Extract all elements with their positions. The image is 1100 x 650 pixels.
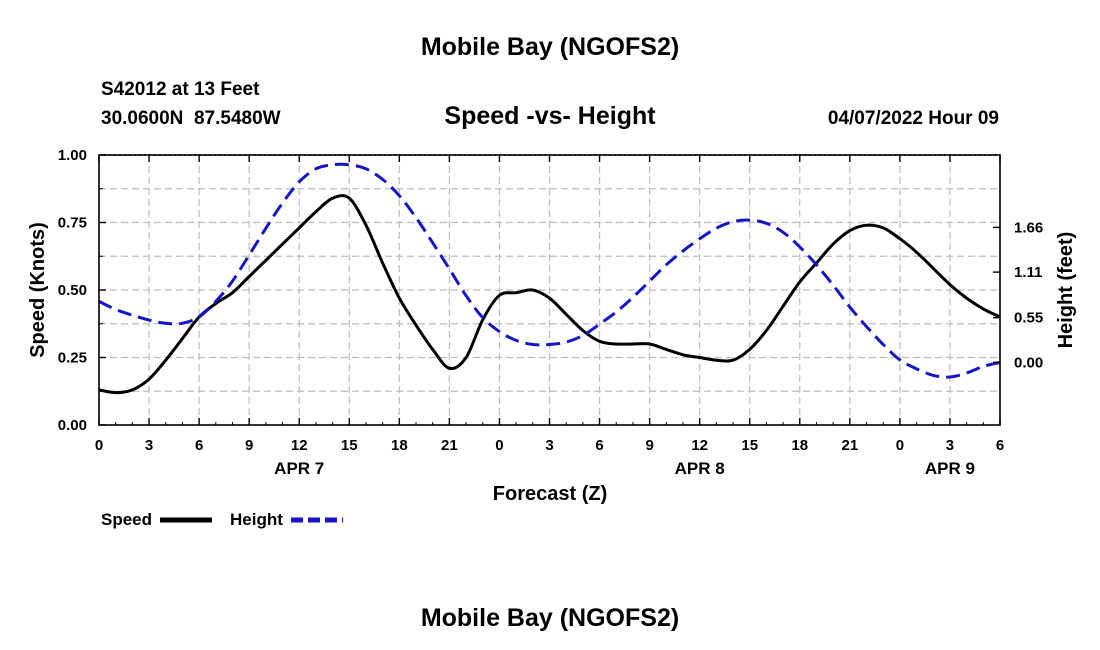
x-tick-label: 6 — [595, 437, 603, 454]
axes: 0 3 6 9 12 15 18 21 0 3 6 9 12 15 18 21 0 3 6 0.00 0.25 0.50 0… — [58, 147, 1043, 478]
series-lines — [98, 162, 1001, 395]
y2-tick-label: 1.11 — [1014, 264, 1042, 281]
x-tick-label: 0 — [495, 437, 503, 454]
date-label: APR 7 — [274, 459, 324, 478]
y2-tick-label: 0.00 — [1014, 354, 1043, 371]
x-tick-label: 12 — [291, 437, 308, 454]
y2-tick-label: 0.55 — [1014, 310, 1043, 327]
x-tick-label: 3 — [145, 437, 153, 454]
y-tick-label: 0.75 — [58, 215, 87, 232]
y-axis-label: Speed (Knots) — [27, 222, 49, 358]
x-tick-label: 3 — [946, 437, 954, 454]
x-tick-label: 12 — [691, 437, 708, 454]
y2-axis-label: Height (feet) — [1055, 232, 1077, 349]
y2-tick-label: 1.66 — [1014, 219, 1043, 236]
station-label: S42012 at 13 Feet — [101, 79, 260, 100]
height-series-line — [98, 162, 1001, 379]
x-tick-label: 21 — [441, 437, 458, 454]
x-tick-label: 6 — [996, 437, 1004, 454]
x-tick-label: 6 — [195, 437, 203, 454]
y-tick-label: 1.00 — [58, 147, 87, 164]
x-tick-label: 15 — [741, 437, 758, 454]
x-tick-label: 18 — [791, 437, 808, 454]
x-tick-label: 3 — [545, 437, 553, 454]
date-label: APR 8 — [675, 459, 725, 478]
legend-speed-label: Speed — [101, 510, 152, 529]
chart-subtitle: Speed -vs- Height — [444, 102, 656, 130]
x-tick-label: 9 — [245, 437, 253, 454]
legend-height-label: Height — [230, 510, 283, 529]
timestamp-label: 04/07/2022 Hour 09 — [828, 108, 999, 129]
legend: Speed Height — [101, 510, 343, 529]
x-tick-label: 0 — [896, 437, 904, 454]
x-tick-label: 9 — [645, 437, 653, 454]
x-tick-label: 0 — [95, 437, 103, 454]
y-tick-label: 0.50 — [58, 282, 87, 299]
x-tick-label: 15 — [341, 437, 358, 454]
date-label: APR 9 — [925, 459, 975, 478]
speed-series-line — [98, 194, 1001, 395]
x-axis-label: Forecast (Z) — [493, 483, 607, 505]
chart-main-title: Mobile Bay (NGOFS2) — [421, 33, 679, 61]
x-tick-label: 18 — [391, 437, 408, 454]
y-tick-label: 0.00 — [58, 417, 87, 434]
bottom-title: Mobile Bay (NGOFS2) — [421, 604, 679, 632]
x-tick-label: 21 — [841, 437, 858, 454]
coordinates-label: 30.0600N 87.5480W — [101, 108, 281, 129]
y-tick-label: 0.25 — [58, 350, 87, 367]
